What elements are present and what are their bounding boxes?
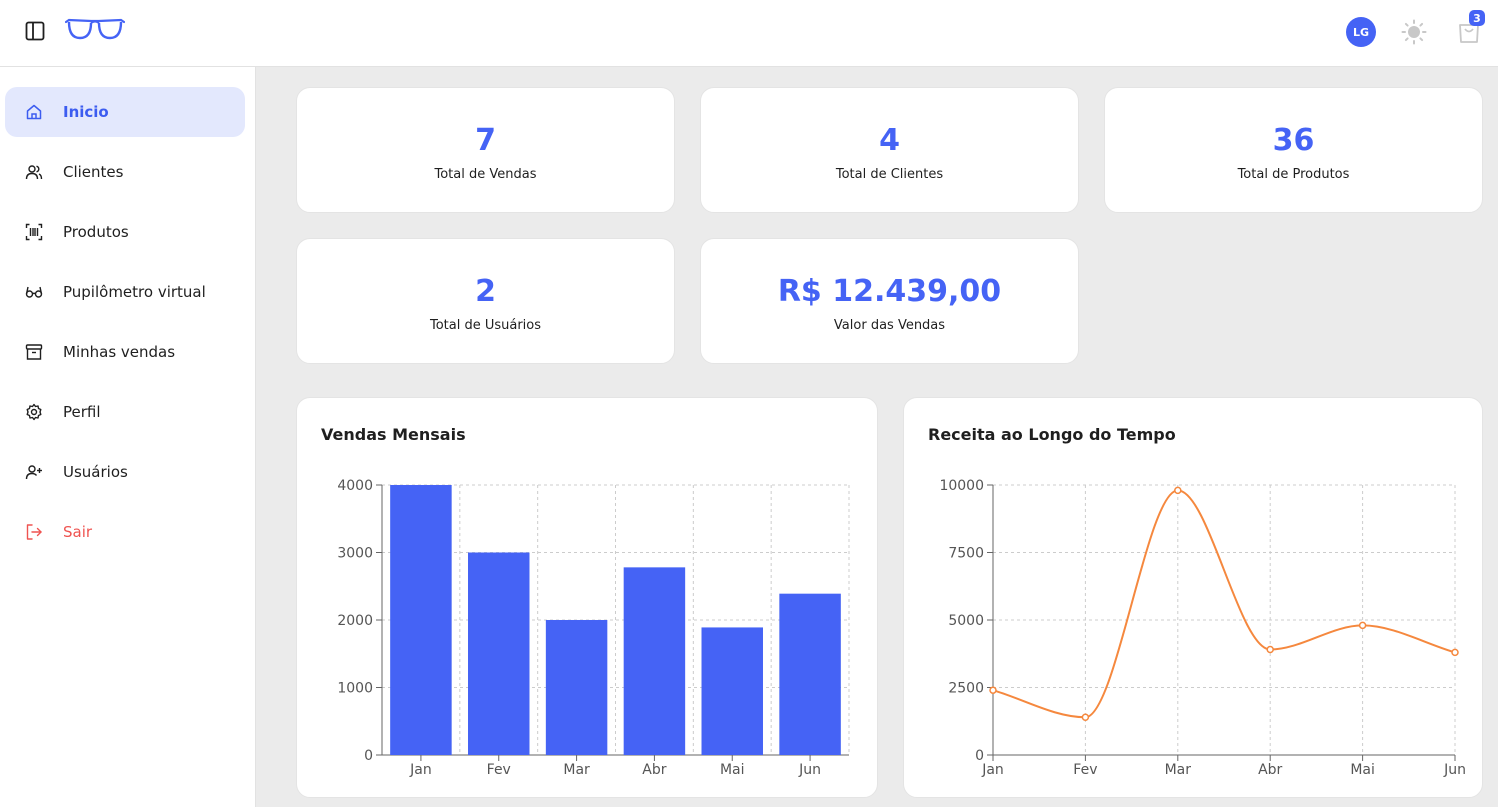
revenue-chart-card: Receita ao Longo do Tempo 0 2500 5000 7500 1… [903, 397, 1483, 798]
x-tick-label: Fev [487, 762, 511, 778]
x-tick-label: Fev [1073, 762, 1097, 778]
sidebar-item-label: Pupilômetro virtual [63, 283, 206, 301]
sidebar-item-label: Sair [63, 523, 93, 541]
y-tick-label: 3000 [337, 546, 373, 562]
bar-jan[interactable] [390, 485, 452, 755]
x-tick-label: Mai [1350, 762, 1375, 778]
stat-value: 36 [1272, 122, 1315, 158]
stat-label: Total de Vendas [434, 166, 537, 182]
point-jun[interactable] [1451, 648, 1459, 657]
barcode-scan-icon [25, 223, 43, 241]
glasses-logo[interactable] [64, 14, 126, 44]
sun-icon[interactable] [1399, 17, 1429, 47]
stat-label: Total de Usuários [429, 317, 542, 333]
y-tick-label: 10000 [939, 478, 984, 494]
sidebar-item-produtos[interactable]: Produtos [5, 207, 245, 257]
bar-fev[interactable] [468, 552, 530, 756]
x-tick-label: Jan [981, 762, 1004, 778]
users-icon [25, 163, 43, 181]
stat-label: Valor das Vendas [833, 317, 946, 333]
stat-label: Total de Produtos [1237, 166, 1350, 182]
point-mai[interactable] [1358, 621, 1367, 630]
y-tick-label: 2000 [337, 613, 373, 629]
bar-mai[interactable] [701, 627, 763, 755]
sidebar-item-inicio[interactable]: Inicio [5, 87, 245, 137]
x-tick-label: Abr [642, 762, 666, 778]
stat-value: 2 [475, 273, 496, 309]
chart-title: Receita ao Longo do Tempo [928, 425, 1176, 444]
stat-value: 4 [879, 122, 900, 158]
x-tick-label: Mai [720, 762, 745, 778]
stat-label: Total de Clientes [835, 166, 944, 182]
glasses-icon [25, 283, 43, 301]
revenue-line [992, 489, 1456, 719]
sidebar-item-label: Minhas vendas [63, 343, 176, 361]
point-jan[interactable] [989, 686, 997, 694]
x-tick-label: Jan [409, 762, 432, 778]
sidebar-item-label: Produtos [63, 223, 129, 241]
avatar[interactable]: LG [1346, 17, 1376, 47]
y-tick-label: 4000 [337, 478, 373, 494]
gear-icon [25, 403, 43, 421]
x-tick-label: Mar [563, 762, 590, 778]
y-tick-label: 5000 [948, 613, 984, 629]
y-tick-label: 0 [975, 748, 984, 764]
bar-mar[interactable] [545, 620, 608, 755]
sidebar-item-usuarios[interactable]: Usuários [5, 447, 245, 497]
sales-chart-card: Vendas Mensais 0 1000 2000 3000 4000 Jan Fev Ma… [296, 397, 878, 798]
sidebar-item-label: Inicio [63, 103, 109, 121]
stat-card-vendas: 7 Total de Vendas [296, 87, 675, 213]
x-tick-label: Jun [1443, 762, 1466, 778]
sidebar-item-pupilometro[interactable]: Pupilômetro virtual [5, 267, 245, 317]
stat-card-usuarios: 2 Total de Usuários [296, 238, 675, 364]
stat-card-produtos: 36 Total de Produtos [1104, 87, 1483, 213]
bar-abr[interactable] [623, 567, 686, 755]
revenue-line-chart: 0 2500 5000 7500 10000 Jan Fev Mar Abr Mai Jun [939, 478, 1466, 778]
y-tick-label: 7500 [948, 546, 984, 562]
point-mar[interactable] [1174, 486, 1182, 495]
sidebar-item-sair[interactable]: Sair [5, 507, 245, 557]
stat-card-clientes: 4 Total de Clientes [700, 87, 1079, 213]
logout-icon [25, 523, 43, 541]
sidebar: Inicio Clientes Produtos Pupilômetro vir… [0, 67, 256, 807]
sidebar-item-label: Perfil [63, 403, 101, 421]
stat-card-valor: R$ 12.439,00 Valor das Vendas [700, 238, 1079, 364]
sidebar-item-clientes[interactable]: Clientes [5, 147, 245, 197]
sidebar-item-minhas-vendas[interactable]: Minhas vendas [5, 327, 245, 377]
x-tick-label: Jun [798, 762, 821, 778]
sales-grid [381, 484, 850, 756]
sidebar-item-label: Clientes [63, 163, 124, 181]
home-icon [25, 103, 43, 121]
cart-count-badge: 3 [1469, 10, 1485, 26]
archive-icon [25, 343, 43, 361]
y-tick-label: 0 [364, 748, 373, 764]
bar-jun[interactable] [779, 593, 841, 755]
sidebar-item-label: Usuários [63, 463, 128, 481]
chart-title: Vendas Mensais [321, 425, 466, 444]
user-plus-icon [25, 463, 43, 481]
stat-value: R$ 12.439,00 [777, 273, 1002, 309]
point-fev[interactable] [1081, 713, 1090, 722]
panel-left-icon[interactable] [22, 18, 48, 44]
y-tick-label: 2500 [948, 681, 984, 697]
x-tick-label: Mar [1165, 762, 1192, 778]
top-header: LG 3 [0, 0, 1498, 67]
x-tick-label: Abr [1258, 762, 1282, 778]
point-abr[interactable] [1266, 645, 1274, 654]
stat-value: 7 [475, 122, 496, 158]
y-tick-label: 1000 [337, 681, 373, 697]
sales-bar-chart: 0 1000 2000 3000 4000 Jan Fev Mar Abr Mai Jun [337, 478, 850, 778]
sidebar-item-perfil[interactable]: Perfil [5, 387, 245, 437]
